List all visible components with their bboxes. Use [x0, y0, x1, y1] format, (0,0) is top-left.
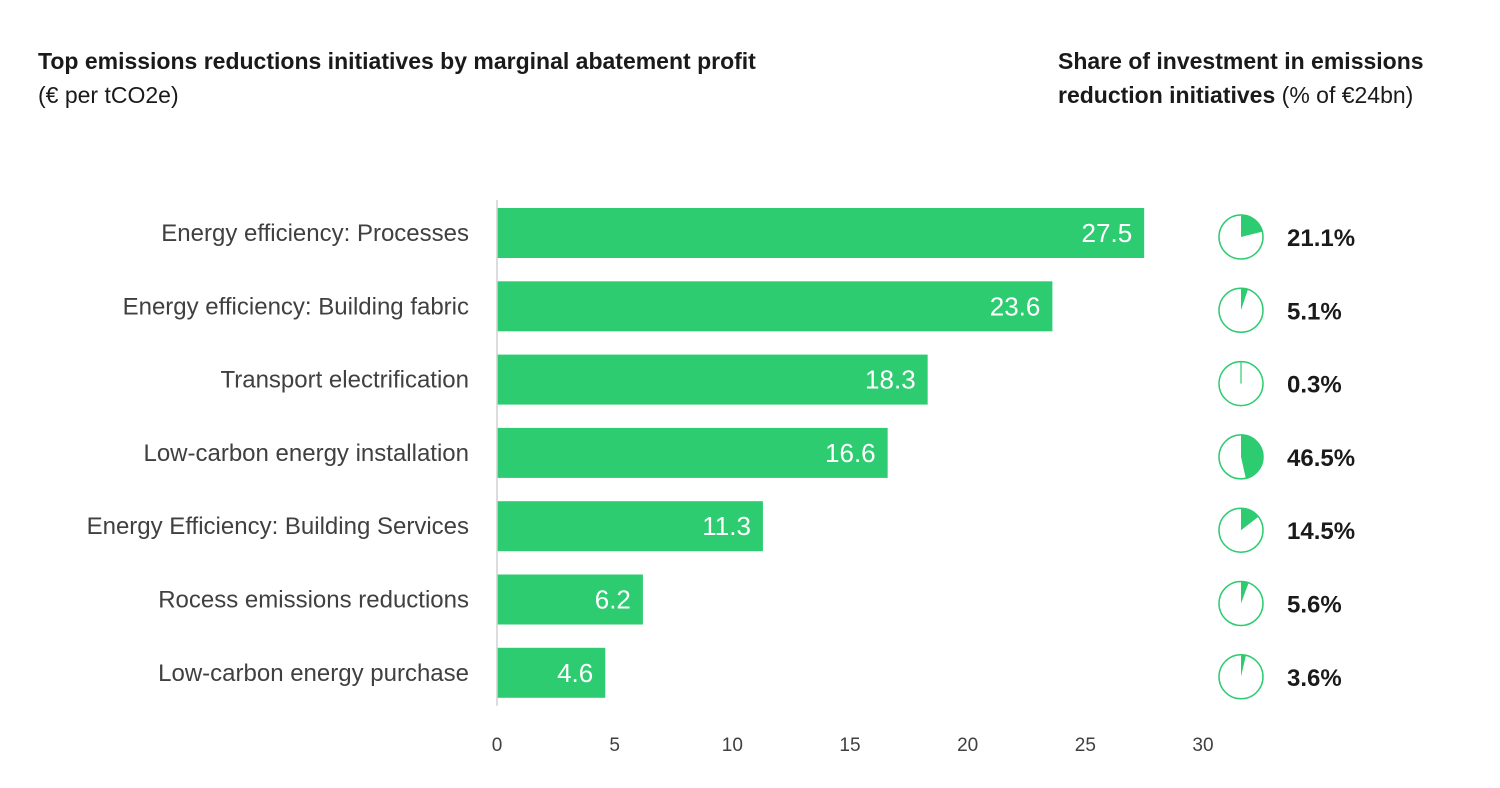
- tick-label: 10: [722, 735, 743, 756]
- category-label: Low-carbon energy installation: [143, 440, 469, 467]
- bar: [497, 208, 1145, 258]
- bar-chart-title: Top emissions reductions initiatives by …: [38, 48, 756, 74]
- share-value-label: 5.1%: [1287, 298, 1342, 325]
- bar-value-label: 4.6: [557, 658, 593, 688]
- bar: [497, 647, 606, 698]
- bar: [497, 574, 643, 625]
- category-label: Energy Efficiency: Building Services: [87, 513, 469, 540]
- bar-value-label: 16.6: [825, 438, 876, 468]
- tick-label: 5: [609, 735, 620, 756]
- tick-label: 20: [957, 735, 978, 756]
- pie-column-title: Share of investment in emissions reducti…: [1058, 48, 1424, 108]
- bar-value-label: 11.3: [702, 511, 751, 541]
- pie-column: 21.1% 5.1% 0.3% 46.5% 14.5% 5.6% 3.6%: [1218, 214, 1355, 700]
- category-label: Energy efficiency: Processes: [161, 220, 469, 247]
- bar-series: Energy efficiency: Processes 27.5 Energy e…: [87, 208, 1145, 698]
- share-value-label: 14.5%: [1287, 518, 1355, 545]
- bar-value-label: 18.3: [865, 365, 916, 395]
- tick-label: 0: [492, 735, 503, 756]
- bar: [497, 427, 888, 478]
- bar-value-label: 23.6: [990, 291, 1041, 321]
- share-value-label: 3.6%: [1287, 665, 1342, 692]
- pie-column-subtitle: (% of €24bn): [1281, 82, 1414, 108]
- category-label: Transport electrification: [220, 367, 469, 394]
- pie-column-title-block: Share of investment in emissions reducti…: [1058, 44, 1488, 112]
- tick-label: 15: [839, 735, 860, 756]
- share-value-label: 46.5%: [1287, 445, 1355, 472]
- category-label: Low-carbon energy purchase: [158, 660, 469, 687]
- share-value-label: 0.3%: [1287, 372, 1342, 399]
- bar: [497, 281, 1053, 332]
- bar: [497, 501, 763, 552]
- bar: [497, 354, 928, 405]
- pie-slice: [1241, 288, 1248, 311]
- pie-slice: [1241, 508, 1259, 531]
- pie-slice: [1241, 581, 1249, 604]
- tick-label: 25: [1075, 735, 1096, 756]
- bar-chart-title-block: Top emissions reductions initiatives by …: [38, 44, 756, 112]
- bar-value-label: 27.5: [1082, 218, 1133, 248]
- value-axis-ticks: 0 5 10 15 20 25 30: [492, 735, 1214, 756]
- share-value-label: 21.1%: [1287, 225, 1355, 252]
- pie-slice: [1241, 654, 1246, 677]
- bar-chart-subtitle: (€ per tCO2e): [38, 82, 179, 108]
- pie-slice: [1241, 434, 1264, 479]
- bar-value-label: 6.2: [595, 585, 631, 615]
- tick-label: 30: [1192, 735, 1213, 756]
- pie-slice: [1241, 215, 1263, 237]
- share-value-label: 5.6%: [1287, 592, 1342, 619]
- category-label: Rocess emissions reductions: [158, 587, 469, 614]
- category-label: Energy efficiency: Building fabric: [123, 293, 469, 320]
